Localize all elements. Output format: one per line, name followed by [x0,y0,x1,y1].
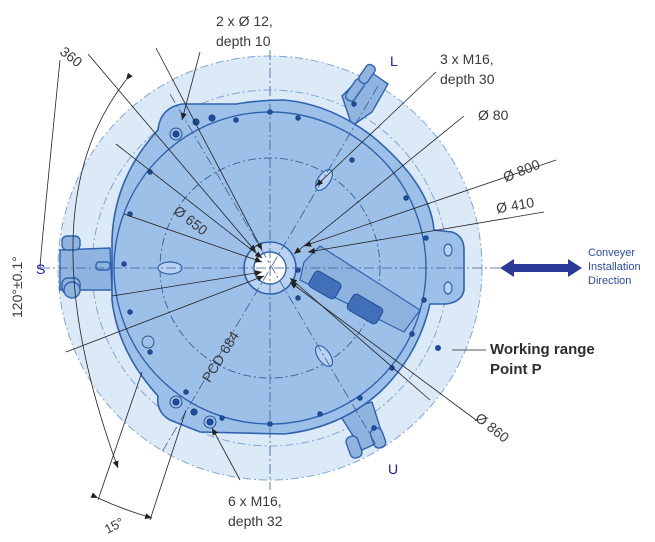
position-S-label: S [36,261,45,277]
holes-top-label-1: 2 x Ø 12, [216,13,273,29]
center-lines [40,50,500,490]
holes-bottom-label-2: depth 32 [228,513,283,529]
hole-ring-4 [141,335,155,349]
diameter-410-label: Ø 410 [495,194,536,216]
holes-right-label-2: depth 30 [440,71,495,87]
position-L-label: L [390,53,398,69]
fifteen-degree-label: 15° [102,514,126,536]
working-range-label: Working range [490,341,595,358]
diameter-80-label: Ø 80 [478,107,509,123]
holes-top-label-2: depth 10 [216,33,271,49]
hole-ring-3 [169,127,183,141]
double-headed-arrow-icon [500,259,582,277]
conveyer-label-2: Installation [588,261,641,273]
feature-plate [299,245,421,333]
conveyer-label-3: Direction [588,275,631,287]
radius-360-label: 360 [57,43,85,70]
holes-right-label-1: 3 x M16, [440,51,494,67]
hole-ring-1 [169,395,183,409]
point-p-label: Point P [490,361,542,378]
angle-label: 120°±0.1° [9,256,25,318]
diameter-800-label: Ø 800 [501,156,543,185]
conveyer-label-1: Conveyer [588,247,635,259]
position-U-label: U [388,461,398,477]
hole-ring-2 [203,415,217,429]
point-p-marker [435,345,441,351]
dimension-leaders [39,47,557,521]
diameter-860-label: Ø 860 [472,409,512,445]
holes-bottom-label-1: 6 x M16, [228,493,282,509]
